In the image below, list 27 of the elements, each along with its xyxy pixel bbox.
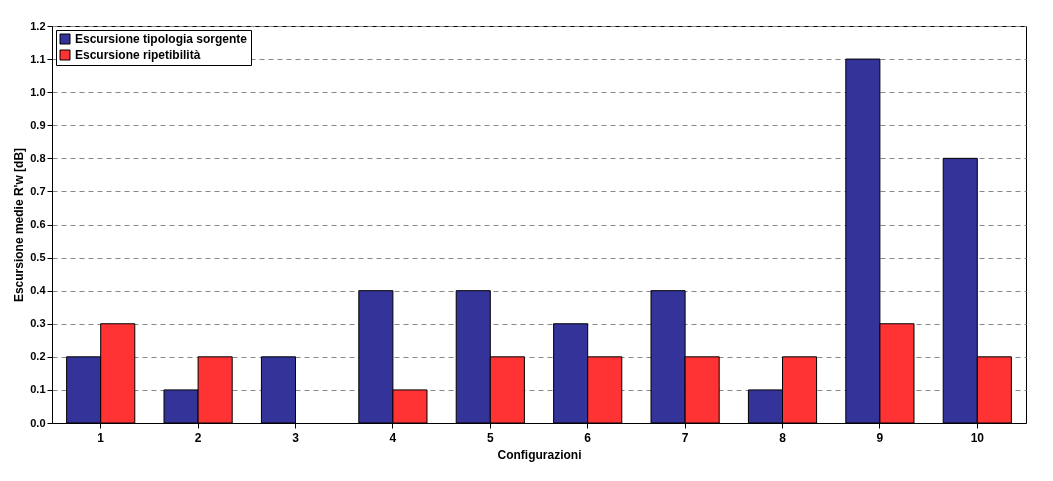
x-tick-label: 6 xyxy=(584,430,592,445)
legend-label: Escursione ripetibilità xyxy=(75,48,201,62)
x-tick-label: 10 xyxy=(970,430,985,445)
y-tick-label: 1.0 xyxy=(30,85,46,98)
x-axis-title: Configurazioni xyxy=(497,447,582,462)
x-tick-label: 5 xyxy=(486,430,494,445)
x-tick-label: 4 xyxy=(389,430,397,445)
y-tick-label: 1.1 xyxy=(30,52,46,65)
y-tick-label: 0.2 xyxy=(30,350,46,363)
y-tick-label: 0.3 xyxy=(30,317,46,330)
x-tick-label: 1 xyxy=(97,430,105,445)
y-tick-label: 0.4 xyxy=(30,284,47,297)
x-tick-label: 9 xyxy=(876,430,884,445)
y-tick-label: 0.9 xyxy=(30,118,46,131)
x-tick-label: 3 xyxy=(292,430,300,445)
x-tick-label: 2 xyxy=(194,430,202,445)
y-tick-label: 1.2 xyxy=(30,19,46,32)
y-tick-label: 0.5 xyxy=(30,251,46,264)
x-tick-label: 7 xyxy=(681,430,689,445)
y-tick-label: 0.8 xyxy=(30,151,46,164)
y-tick-label: 0.7 xyxy=(30,184,46,197)
y-tick-label: 0.0 xyxy=(30,416,46,429)
y-tick-label: 0.1 xyxy=(30,383,46,396)
y-axis-title: Escursione medie R'w [dB] xyxy=(12,147,27,303)
x-tick-label: 8 xyxy=(779,430,787,445)
legend-label: Escursione tipologia sorgente xyxy=(75,32,248,46)
y-tick-label: 0.6 xyxy=(30,218,46,230)
